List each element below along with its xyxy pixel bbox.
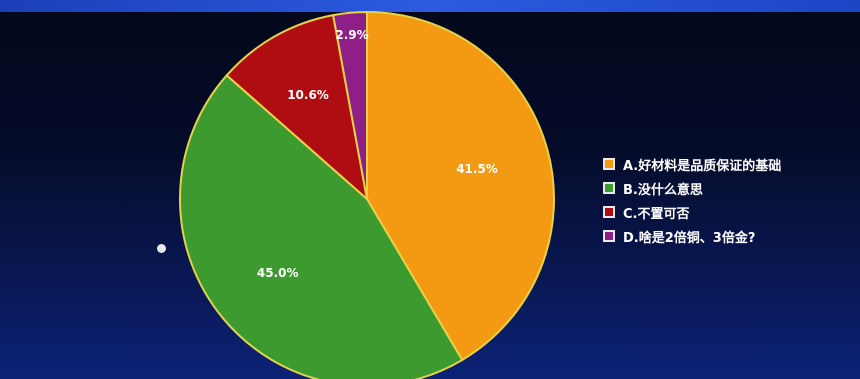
legend-label-a: A.好材料是品质保证的基础 <box>623 158 782 174</box>
legend-label-c: C.不置可否 <box>623 206 690 222</box>
legend-swatch-a <box>603 158 615 170</box>
legend-item-b: B.没什么意思 <box>603 176 781 200</box>
decorative-dot <box>157 244 166 253</box>
header-strip <box>0 0 860 12</box>
pie-slice-b <box>178 73 464 379</box>
legend-item-d: D.啥是2倍铜、3倍金? <box>603 224 781 248</box>
pie-slice-d <box>331 10 368 200</box>
legend-item-a: A.好材料是品质保证的基础 <box>603 152 781 176</box>
data-label-b: 45.0% <box>257 266 299 280</box>
legend-swatch-b <box>603 182 615 194</box>
pie-slice-a <box>366 10 555 362</box>
data-label-d: 2.9% <box>335 28 368 42</box>
chart-legend: A.好材料是品质保证的基础 B.没什么意思 C.不置可否 D.啥是2倍铜、3倍金… <box>603 152 781 248</box>
pie-slice-c <box>225 13 369 202</box>
legend-swatch-d <box>603 230 615 242</box>
data-label-c: 10.6% <box>287 88 329 102</box>
legend-item-c: C.不置可否 <box>603 200 781 224</box>
data-label-a: 41.5% <box>456 162 498 176</box>
legend-swatch-c <box>603 206 615 218</box>
legend-label-d: D.啥是2倍铜、3倍金? <box>623 230 756 246</box>
legend-label-b: B.没什么意思 <box>623 182 703 198</box>
